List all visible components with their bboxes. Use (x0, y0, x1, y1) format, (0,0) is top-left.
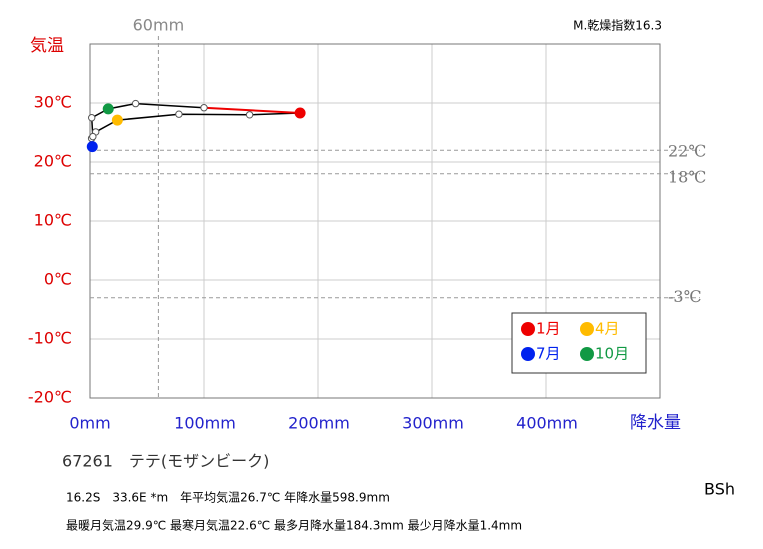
legend-marker (580, 347, 594, 361)
month-point (88, 114, 96, 122)
month-point (200, 104, 208, 112)
info-line: 16.2S 33.6E *m 年平均気温26.7℃ 年降水量598.9mm (66, 490, 390, 505)
x-tick-label: 200mm (288, 414, 350, 433)
plot-frame (89, 43, 661, 399)
y-tick-label: 20℃ (34, 152, 72, 171)
legend-label: 1月 (536, 320, 561, 338)
dryness-index: M.乾燥指数16.3 (573, 18, 662, 33)
legend-marker (580, 322, 594, 336)
reference-label: 18℃ (668, 167, 706, 186)
legend-label: 7月 (536, 345, 561, 363)
y-tick-label: 0℃ (44, 270, 72, 289)
reference-label: 22℃ (668, 142, 706, 161)
month-point (89, 132, 97, 141)
month-point (245, 111, 254, 119)
month-point (102, 103, 114, 115)
legend-marker (521, 347, 535, 361)
y-tick-label: 10℃ (34, 211, 72, 230)
legend-label: 4月 (595, 320, 620, 338)
month-point (86, 141, 98, 153)
reference-label: -3℃ (668, 287, 701, 306)
station: 67261 テテ(モザンビーク) (62, 452, 269, 471)
closing-segment (203, 106, 301, 115)
x-tick-label: 100mm (174, 414, 236, 433)
legend-label: 10月 (595, 345, 629, 363)
reference-label: 60mm (133, 16, 185, 35)
climate-class: BSh (704, 480, 735, 499)
x-tick-label: 300mm (402, 414, 464, 433)
x-tick-label: 400mm (516, 414, 578, 433)
info-line: 最暖月気温29.9℃ 最寒月気温22.6℃ 最多月降水量184.3mm 最少月降… (66, 518, 522, 533)
month-point (131, 99, 140, 108)
x-tick-label: 0mm (69, 414, 110, 433)
y-tick-label: -10℃ (28, 329, 72, 348)
legend-box (511, 312, 647, 374)
month-point (294, 107, 306, 119)
y-tick-label: 30℃ (34, 93, 72, 112)
x-axis-label: 降水量 (630, 413, 681, 433)
month-point (111, 114, 123, 126)
month-point (175, 110, 183, 118)
y-axis-label: 気温 (30, 36, 64, 56)
y-tick-label: -20℃ (28, 388, 72, 407)
legend-marker (521, 322, 535, 336)
